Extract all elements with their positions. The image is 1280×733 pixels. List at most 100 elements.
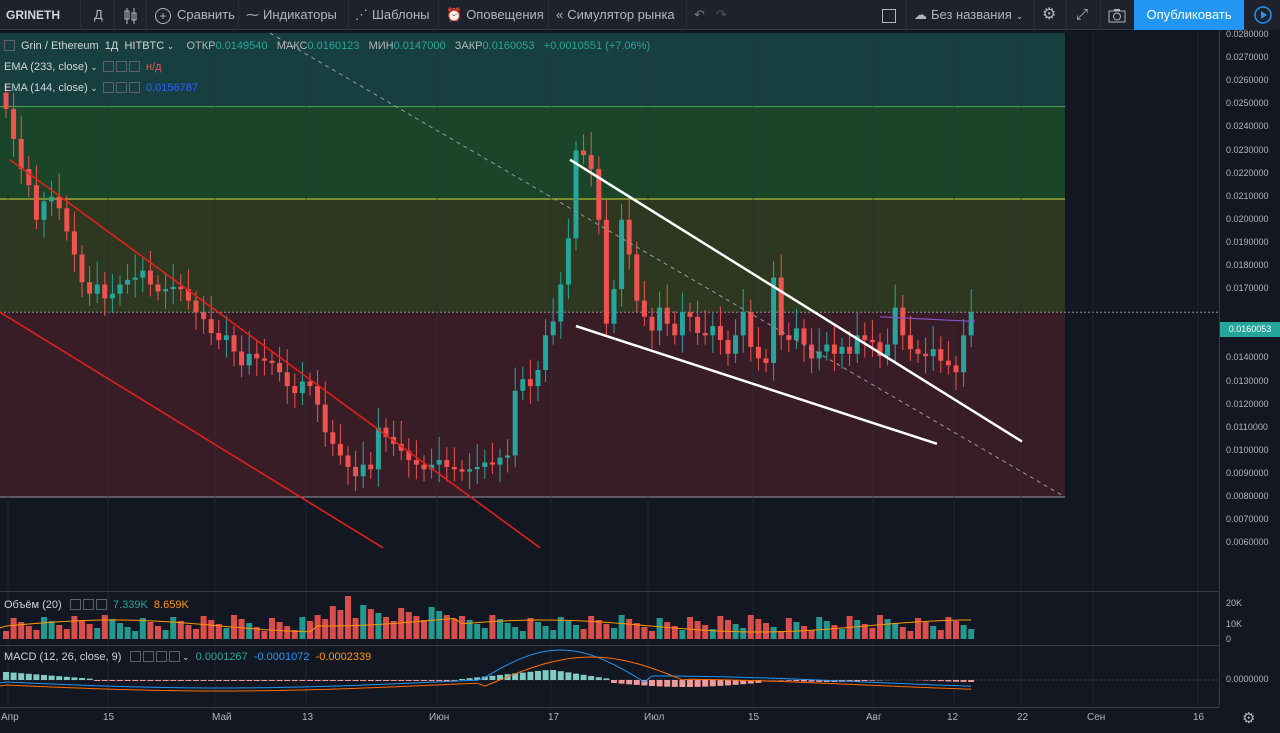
volume-bar [87,624,93,639]
candle-body [870,340,875,342]
macd-histogram-bar [793,680,799,681]
volume-bar [406,612,412,639]
gear-icon[interactable] [83,599,94,610]
volume-legend[interactable]: Объём (20) 7.339K 8.659K [4,599,189,611]
macd-histogram-bar [543,670,549,680]
volume-bar [26,626,32,639]
macd-histogram-bar [717,680,723,686]
macd-histogram-bar [49,676,55,680]
candle-body [87,282,92,294]
volume-bar [755,619,761,639]
macd-histogram-bar [33,674,39,680]
candle-body [330,432,335,444]
candle-body [118,284,123,293]
macd-histogram-bar [216,680,222,681]
volume-value-2: 8.659K [154,599,189,611]
macd-histogram-bar [657,680,663,686]
date-tick: 17 [548,712,559,723]
volume-bar [923,622,929,639]
open-value: 0.0149540 [216,40,268,52]
volume-bar [740,628,746,639]
macd-histogram-bar [535,671,541,680]
volume-bar [748,615,754,639]
close-icon[interactable] [129,61,140,72]
volume-bar [71,616,77,639]
eye-icon[interactable] [103,82,114,93]
gear-icon[interactable] [116,82,127,93]
macd-histogram-bar [687,680,693,687]
volume-bar [299,617,305,639]
macd-histogram-bar [125,680,131,681]
last-price-label: 0.0160053 [1220,322,1280,337]
pane-divider[interactable] [0,645,1219,646]
macd-histogram-bar [18,673,24,680]
candle-body [642,301,647,317]
collapse-icon[interactable] [4,40,15,51]
volume-bar [550,630,556,639]
candle-body [148,271,153,285]
eye-icon[interactable] [70,599,81,610]
candle-body [247,354,252,366]
macd-legend[interactable]: MACD (12, 26, close, 9) ⌄ 0.0001267 -0.0… [4,651,371,663]
time-axis[interactable] [0,707,1219,733]
pane-divider[interactable] [0,591,1219,592]
candle-body [201,312,206,319]
gear-icon[interactable] [116,61,127,72]
settings-gear-icon[interactable]: ⚙ [1242,709,1255,727]
volume-bar [330,606,336,639]
candle-body [338,444,343,456]
price-axis-tick: 0.0200000 [1226,214,1269,224]
macd-histogram-bar [695,680,701,687]
gear-icon[interactable] [143,651,154,662]
volume-label: Объём (20) [4,599,62,611]
volume-bar [702,625,708,639]
macd-histogram-bar [223,680,229,681]
candle-body [178,287,183,289]
volume-bar [900,627,906,639]
ema144-legend[interactable]: EMA (144, close) ⌄ 0.0156787 [4,82,198,94]
macd-histogram-bar [429,680,435,681]
volume-bar [223,628,229,639]
macd-histogram-bar [201,680,207,681]
volume-bar [907,631,913,639]
macd-histogram-bar [489,676,495,680]
candle-body [72,231,77,254]
chevron-down-icon[interactable]: ⌄ [88,62,98,72]
date-tick: 15 [103,712,114,723]
macd-histogram-bar [953,680,959,682]
close-label: ЗАКР [455,40,483,52]
eye-icon[interactable] [130,651,141,662]
macd-histogram-bar [368,680,374,681]
close-icon[interactable] [169,651,180,662]
candle-body [498,458,503,465]
macd-histogram-bar [79,678,85,680]
eye-icon[interactable] [103,61,114,72]
macd-histogram-bar [930,680,936,681]
brackets-icon[interactable] [156,651,167,662]
price-axis-tick: 0.0240000 [1226,121,1269,131]
candle-body [209,319,214,333]
chevron-down-icon[interactable]: ⌄ [88,83,98,93]
volume-bar [679,630,685,639]
close-icon[interactable] [129,82,140,93]
chevron-down-icon[interactable]: ⌄ [180,652,190,662]
candle-body [764,358,769,363]
macd-histogram-bar [292,680,298,681]
macd-histogram-bar [56,676,62,680]
candle-body [292,386,297,393]
chevron-down-icon[interactable]: ⌄ [164,41,174,51]
volume-bar [535,622,541,639]
close-icon[interactable] [96,599,107,610]
ema233-legend[interactable]: EMA (233, close) ⌄ н/д [4,61,162,73]
candle-body [840,347,845,354]
macd-histogram-bar [322,680,328,681]
price-axis-tick: 0.0230000 [1226,145,1269,155]
price-axis-tick: 0.0220000 [1226,168,1269,178]
volume-bar [185,625,191,639]
macd-histogram-bar [11,673,17,680]
price-axis-tick: 0.0210000 [1226,191,1269,201]
macd-histogram-bar [185,680,191,681]
candle-body [110,294,115,299]
volume-bar [117,623,123,639]
